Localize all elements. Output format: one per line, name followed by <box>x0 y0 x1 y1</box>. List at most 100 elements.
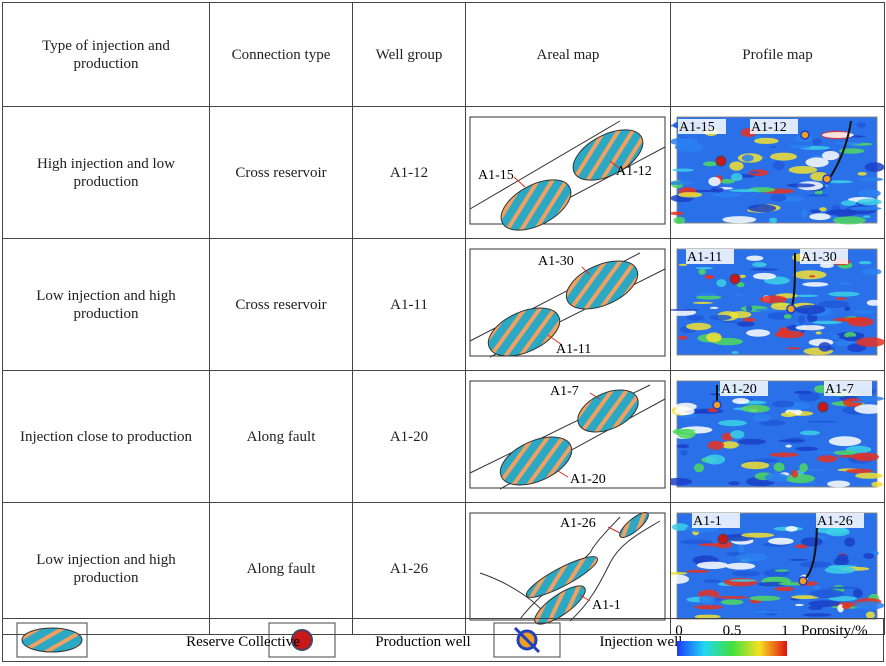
porosity-patch <box>735 552 768 562</box>
porosity-patch <box>703 161 718 167</box>
header-row: Type of injection and production Connect… <box>2 2 885 107</box>
areal-map: A1-30 A1-11 <box>469 248 666 358</box>
porosity-patch <box>752 414 772 422</box>
porosity-patch <box>753 272 776 280</box>
boundary-line <box>519 516 621 620</box>
porosity-patch <box>852 452 879 462</box>
porosity-patch <box>695 295 722 300</box>
porosity-patch <box>731 570 761 577</box>
porosity-patch <box>844 306 851 311</box>
profile-cell: A1-11 A1-30 <box>667 238 886 371</box>
porosity-patch <box>722 216 757 224</box>
porosity-patch <box>686 322 712 331</box>
porosity-patch <box>802 282 829 287</box>
porosity-patch <box>768 537 794 545</box>
porosity-patch <box>828 291 860 297</box>
production-well <box>817 401 829 413</box>
well-label: A1-15 <box>679 120 715 135</box>
porosity-patch <box>785 474 815 484</box>
reservoir <box>499 436 573 486</box>
table-row: Low injection and high production Cross r… <box>2 238 886 371</box>
porosity-patch <box>733 293 745 296</box>
porosity-patch <box>729 189 760 193</box>
porosity-patch <box>723 577 758 587</box>
areal-cell: A1-30 A1-11 <box>465 238 671 371</box>
porosity-patch <box>704 454 726 465</box>
well-label: A1-15 <box>478 168 514 183</box>
header-cell: Type of injection and production <box>2 2 210 107</box>
legend-label: Injection well <box>600 634 683 650</box>
porosity-patch <box>732 398 750 404</box>
boundary-line <box>569 520 661 622</box>
colorbar-tick: 0 <box>675 623 683 639</box>
table-cell: Cross reservoir <box>209 238 353 371</box>
porosity-patch <box>774 569 789 572</box>
porosity-patch <box>685 569 710 573</box>
legend-box <box>16 622 88 658</box>
porosity-patch <box>672 168 694 172</box>
porosity-patch <box>799 430 820 436</box>
porosity-patch <box>694 463 704 473</box>
well-label: A1-20 <box>570 472 606 487</box>
profile-map: A1-20 A1-7 <box>664 380 884 488</box>
table-cell: A1-26 <box>352 502 466 635</box>
well-label: A1-30 <box>801 250 837 265</box>
header-cell: Connection type <box>209 2 353 107</box>
well-label: A1-1 <box>592 598 621 613</box>
porosity-patch <box>759 295 787 304</box>
reservoir <box>577 389 639 433</box>
reservoir <box>500 179 572 231</box>
porosity-patch <box>866 299 881 306</box>
porosity-patch <box>773 462 785 472</box>
porosity-patch <box>853 588 863 598</box>
reservoir <box>619 512 649 538</box>
porosity-patch <box>848 206 882 211</box>
areal-cell: A1-26 A1-1 <box>465 502 671 635</box>
porosity-patch <box>832 216 866 225</box>
areal-cell: A1-7 A1-20 <box>465 370 671 503</box>
porosity-patch <box>864 162 885 172</box>
porosity-patch <box>810 209 821 213</box>
porosity-patch <box>799 463 808 473</box>
areal-map: A1-26 A1-1 <box>469 512 666 625</box>
label-pointer <box>581 266 591 276</box>
porosity-patch <box>680 450 688 456</box>
porosity-patch <box>865 611 875 619</box>
injection-well <box>800 130 810 140</box>
label-pointer <box>513 176 526 188</box>
porosity-patch <box>664 477 693 486</box>
porosity-patch <box>786 347 801 350</box>
reservoir <box>487 307 561 357</box>
production-well <box>715 155 727 167</box>
porosity-patch <box>729 161 744 171</box>
table: Type of injection and production Connect… <box>2 2 886 635</box>
porosity-patch <box>798 392 821 402</box>
label-bg <box>816 513 864 528</box>
well-label: A1-12 <box>751 120 787 135</box>
porosity-patch <box>798 315 805 325</box>
table-cell: Low injection and high production <box>2 238 210 371</box>
injection-well <box>712 400 722 410</box>
porosity-patch <box>729 311 752 319</box>
porosity-patch <box>754 308 779 312</box>
header-cell: Areal map <box>465 2 671 107</box>
porosity-patch <box>819 262 834 268</box>
porosity-patch <box>855 472 883 479</box>
porosity-patch <box>774 586 795 592</box>
profile-cell: A1-15 A1-12 <box>662 106 885 239</box>
porosity-patch <box>769 145 777 148</box>
porosity-patch <box>871 481 883 488</box>
well-label: A1-7 <box>550 384 579 399</box>
porosity-patch <box>844 537 856 547</box>
porosity-patch <box>678 263 688 266</box>
porosity-patch <box>857 172 867 176</box>
areal-cell: A1-15 A1-12 <box>465 106 671 239</box>
porosity-patch <box>818 300 849 308</box>
porosity-patch <box>716 279 727 288</box>
header-cell: Profile map <box>670 2 885 107</box>
areal-map: A1-7 A1-20 <box>469 380 666 490</box>
porosity-patch <box>736 282 745 288</box>
porosity-patch <box>764 473 789 482</box>
table-cell: Along fault <box>209 370 353 503</box>
